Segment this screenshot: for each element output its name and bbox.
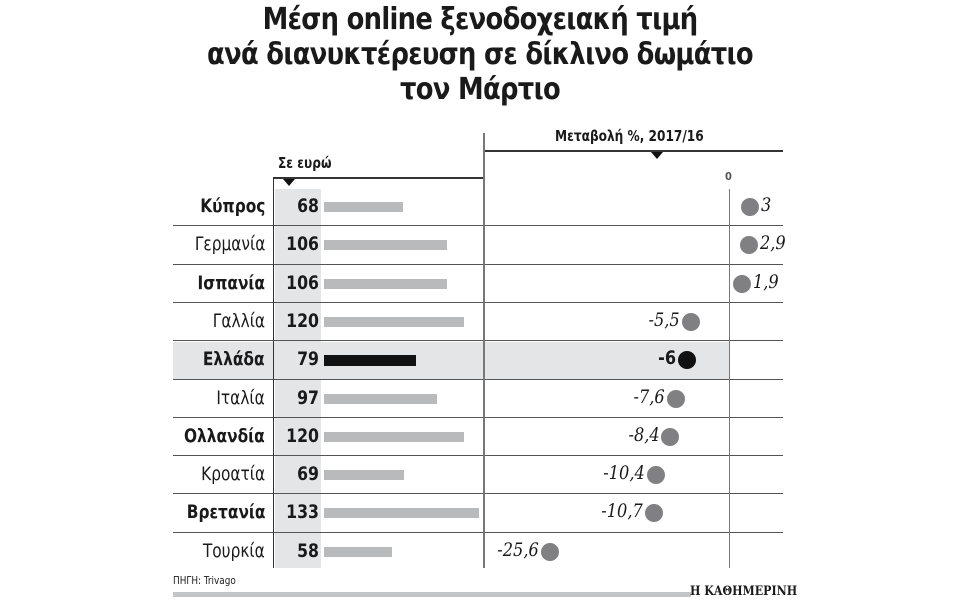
price-value: 120 (286, 309, 319, 332)
left-header-rule (273, 177, 484, 179)
row-divider (173, 532, 783, 533)
country-name: Τουρκία (203, 539, 265, 562)
country-name: Γερμανία (194, 233, 265, 256)
country-name: Κύπρος (199, 195, 265, 217)
price-value: 69 (297, 463, 319, 486)
country-name: Βρετανία (186, 501, 265, 524)
change-dot (681, 312, 700, 331)
change-value: -25,6 (497, 538, 539, 561)
change-dot (540, 542, 559, 561)
price-bar (324, 508, 479, 519)
row-divider (173, 493, 783, 494)
price-value: 58 (297, 539, 319, 562)
price-bar (324, 431, 464, 442)
price-value: 68 (297, 195, 319, 217)
change-value: -5,5 (648, 308, 680, 331)
change-dot (741, 198, 759, 216)
zero-axis-line (729, 189, 730, 568)
price-value: 106 (286, 271, 319, 294)
row-divider (173, 225, 783, 226)
change-value: 3 (761, 194, 772, 216)
price-value: 120 (286, 424, 319, 447)
change-value: -7,6 (633, 385, 665, 408)
price-bar (324, 546, 392, 557)
change-dot (666, 389, 685, 408)
country-name: Ισπανία (197, 271, 266, 294)
table-row: Τουρκία 58 -25,6 (173, 533, 783, 571)
change-dot (647, 466, 666, 485)
price-bar (324, 393, 437, 404)
zero-axis-label: 0 (725, 170, 732, 183)
title-line-1: Μέση online ξενοδοχειακή τιμή (262, 2, 699, 37)
left-header-pointer-icon (283, 179, 295, 186)
right-header-rule (484, 150, 783, 152)
price-bar (324, 278, 447, 289)
price-value: 97 (297, 386, 319, 409)
chart-title: Μέση online ξενοδοχειακή τιμή ανά διανυκ… (67, 2, 893, 107)
footer-bar (173, 592, 691, 597)
price-bar (324, 355, 416, 367)
row-divider (173, 302, 783, 303)
table-row: Κροατία 69 -10,4 (173, 456, 783, 494)
change-value: 2,9 (760, 232, 786, 255)
country-name: Ιταλία (216, 386, 265, 409)
table-row: Βρετανία 133 -10,7 (173, 494, 783, 532)
row-divider (173, 455, 783, 456)
price-bar (324, 202, 403, 212)
change-value: -10,7 (601, 500, 644, 523)
change-dot (661, 427, 680, 446)
title-line-2: ανά διανυκτέρευση σε δίκλινο δωμάτιο (207, 37, 754, 72)
row-divider (173, 340, 783, 341)
row-highlight (173, 342, 729, 380)
price-value: 106 (286, 233, 319, 256)
change-dot (678, 351, 696, 370)
price-bar (324, 240, 447, 251)
table-row: Ισπανία 106 1,9 (173, 265, 783, 303)
change-dot (740, 236, 759, 255)
table-row: Ολλανδία 120 -8,4 (173, 418, 783, 456)
row-divider (173, 417, 783, 418)
country-name: Ολλανδία (184, 424, 265, 447)
country-name: Κροατία (200, 463, 265, 486)
price-bar (324, 470, 404, 481)
change-value: 1,9 (753, 270, 779, 293)
table-row: Ιταλία 97 -7,6 (173, 380, 783, 418)
change-value: -10,4 (603, 462, 646, 485)
price-value: 79 (297, 348, 319, 371)
change-value: -8,4 (628, 423, 660, 446)
row-divider (173, 379, 783, 380)
publisher-logo: Η ΚΑΘΗΜΕΡΙΝΗ (690, 584, 798, 599)
change-column-header: Μεταβολή %, 2017/16 (555, 127, 704, 145)
table-row: Κύπρος 68 3 (173, 188, 783, 226)
row-divider (173, 264, 783, 265)
title-line-3: τον Μάρτιο (400, 72, 561, 107)
change-dot (733, 274, 752, 293)
price-column-header: Σε ευρώ (278, 154, 332, 172)
table-row: Ελλάδα 79 -6 (173, 341, 783, 380)
country-name: Ελλάδα (203, 348, 265, 371)
table-row: Γαλλία 120 -5,5 (173, 303, 783, 341)
change-value: -6 (658, 347, 676, 370)
table-row: Γερμανία 106 2,9 (173, 226, 786, 264)
section-divider (483, 133, 485, 568)
name-value-divider (273, 177, 274, 568)
change-dot (645, 504, 664, 523)
price-bar (324, 316, 464, 327)
right-header-pointer-icon (651, 152, 663, 159)
source-note: ΠΗΓΗ: Trivago (173, 574, 236, 587)
price-value: 133 (286, 501, 319, 524)
country-name: Γαλλία (212, 309, 265, 332)
